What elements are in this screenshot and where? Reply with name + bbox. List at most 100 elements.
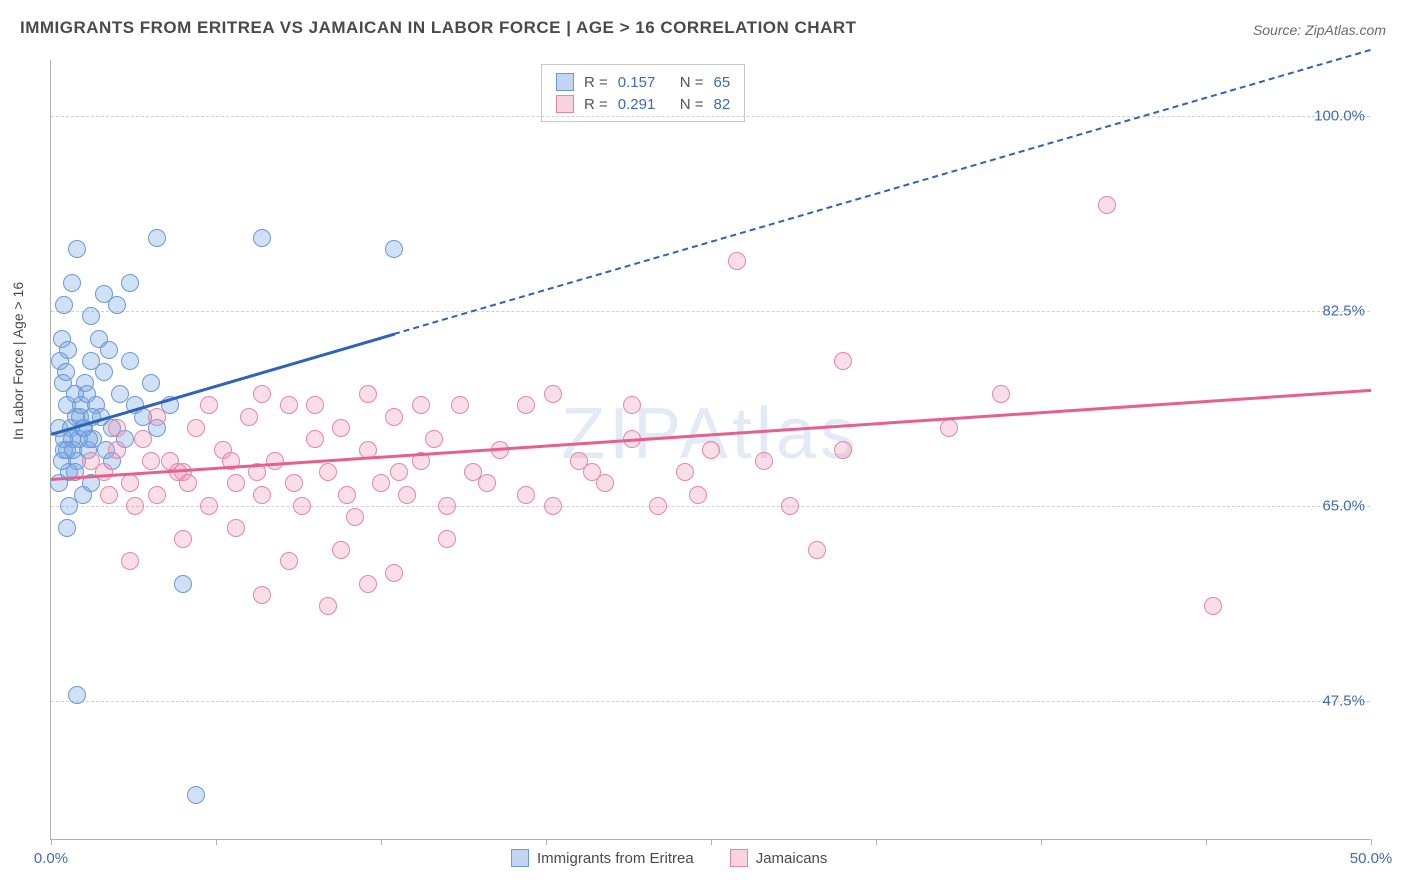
scatter-point — [59, 341, 77, 359]
scatter-point — [200, 396, 218, 414]
scatter-point — [517, 396, 535, 414]
chart-title: IMMIGRANTS FROM ERITREA VS JAMAICAN IN L… — [20, 18, 857, 38]
scatter-point — [134, 430, 152, 448]
scatter-point — [583, 463, 601, 481]
stats-row: R =0.291N =82 — [556, 93, 730, 115]
x-tick-label: 0.0% — [34, 850, 68, 867]
scatter-point — [649, 497, 667, 515]
gridline-horizontal — [51, 116, 1370, 117]
x-tick-mark — [51, 839, 52, 845]
scatter-point — [121, 474, 139, 492]
scatter-point — [142, 452, 160, 470]
scatter-point — [121, 352, 139, 370]
scatter-point — [227, 519, 245, 537]
scatter-point — [60, 497, 78, 515]
scatter-point — [78, 385, 96, 403]
scatter-point — [108, 419, 126, 437]
y-tick-label: 47.5% — [1322, 692, 1373, 709]
scatter-point — [992, 385, 1010, 403]
x-tick-label: 50.0% — [1350, 850, 1393, 867]
series-swatch — [556, 73, 574, 91]
legend-item: Immigrants from Eritrea — [511, 849, 694, 867]
scatter-point — [285, 474, 303, 492]
n-label: N = — [680, 74, 704, 91]
scatter-point — [451, 396, 469, 414]
scatter-point — [55, 296, 73, 314]
scatter-point — [689, 486, 707, 504]
scatter-point — [142, 374, 160, 392]
scatter-point — [676, 463, 694, 481]
scatter-point — [111, 385, 129, 403]
scatter-point — [728, 252, 746, 270]
scatter-point — [100, 341, 118, 359]
n-value: 65 — [714, 74, 731, 91]
scatter-point — [359, 575, 377, 593]
scatter-point — [438, 530, 456, 548]
scatter-point — [1204, 597, 1222, 615]
scatter-point — [253, 586, 271, 604]
r-label: R = — [584, 74, 608, 91]
x-tick-mark — [876, 839, 877, 845]
scatter-point — [332, 419, 350, 437]
chart-plot-area: ZIPAtlas R =0.157N =65R =0.291N =82 Immi… — [50, 60, 1370, 840]
scatter-point — [63, 274, 81, 292]
scatter-point — [148, 486, 166, 504]
trend-line — [51, 389, 1371, 481]
scatter-point — [240, 408, 258, 426]
scatter-point — [58, 441, 76, 459]
scatter-point — [332, 541, 350, 559]
scatter-point — [100, 486, 118, 504]
series-legend: Immigrants from EritreaJamaicans — [511, 849, 827, 867]
scatter-point — [544, 385, 562, 403]
scatter-point — [108, 441, 126, 459]
gridline-horizontal — [51, 506, 1370, 507]
scatter-point — [319, 597, 337, 615]
scatter-point — [808, 541, 826, 559]
scatter-point — [95, 463, 113, 481]
x-tick-mark — [1206, 839, 1207, 845]
scatter-point — [385, 240, 403, 258]
x-tick-mark — [546, 839, 547, 845]
scatter-point — [253, 486, 271, 504]
y-axis-label: In Labor Force | Age > 16 — [10, 282, 26, 440]
x-tick-mark — [1041, 839, 1042, 845]
gridline-horizontal — [51, 701, 1370, 702]
scatter-point — [425, 430, 443, 448]
scatter-point — [280, 552, 298, 570]
scatter-point — [95, 363, 113, 381]
scatter-point — [306, 430, 324, 448]
scatter-point — [834, 352, 852, 370]
scatter-point — [306, 396, 324, 414]
scatter-point — [702, 441, 720, 459]
x-tick-mark — [711, 839, 712, 845]
scatter-point — [121, 552, 139, 570]
r-value: 0.157 — [618, 74, 670, 91]
scatter-point — [58, 519, 76, 537]
scatter-point — [82, 307, 100, 325]
scatter-point — [398, 486, 416, 504]
x-tick-mark — [1371, 839, 1372, 845]
scatter-point — [148, 408, 166, 426]
scatter-point — [834, 441, 852, 459]
scatter-point — [438, 497, 456, 515]
x-tick-mark — [381, 839, 382, 845]
scatter-point — [385, 564, 403, 582]
scatter-point — [68, 686, 86, 704]
scatter-point — [359, 385, 377, 403]
scatter-point — [253, 385, 271, 403]
scatter-point — [174, 530, 192, 548]
n-value: 82 — [714, 96, 731, 113]
scatter-point — [174, 575, 192, 593]
r-value: 0.291 — [618, 96, 670, 113]
scatter-point — [293, 497, 311, 515]
r-label: R = — [584, 96, 608, 113]
scatter-point — [755, 452, 773, 470]
correlation-stats-box: R =0.157N =65R =0.291N =82 — [541, 64, 745, 122]
scatter-point — [179, 474, 197, 492]
stats-row: R = 0.157 N = 65 — [556, 71, 730, 93]
scatter-point — [319, 463, 337, 481]
scatter-point — [623, 396, 641, 414]
scatter-point — [253, 229, 271, 247]
y-tick-label: 100.0% — [1314, 107, 1373, 124]
scatter-point — [57, 363, 75, 381]
